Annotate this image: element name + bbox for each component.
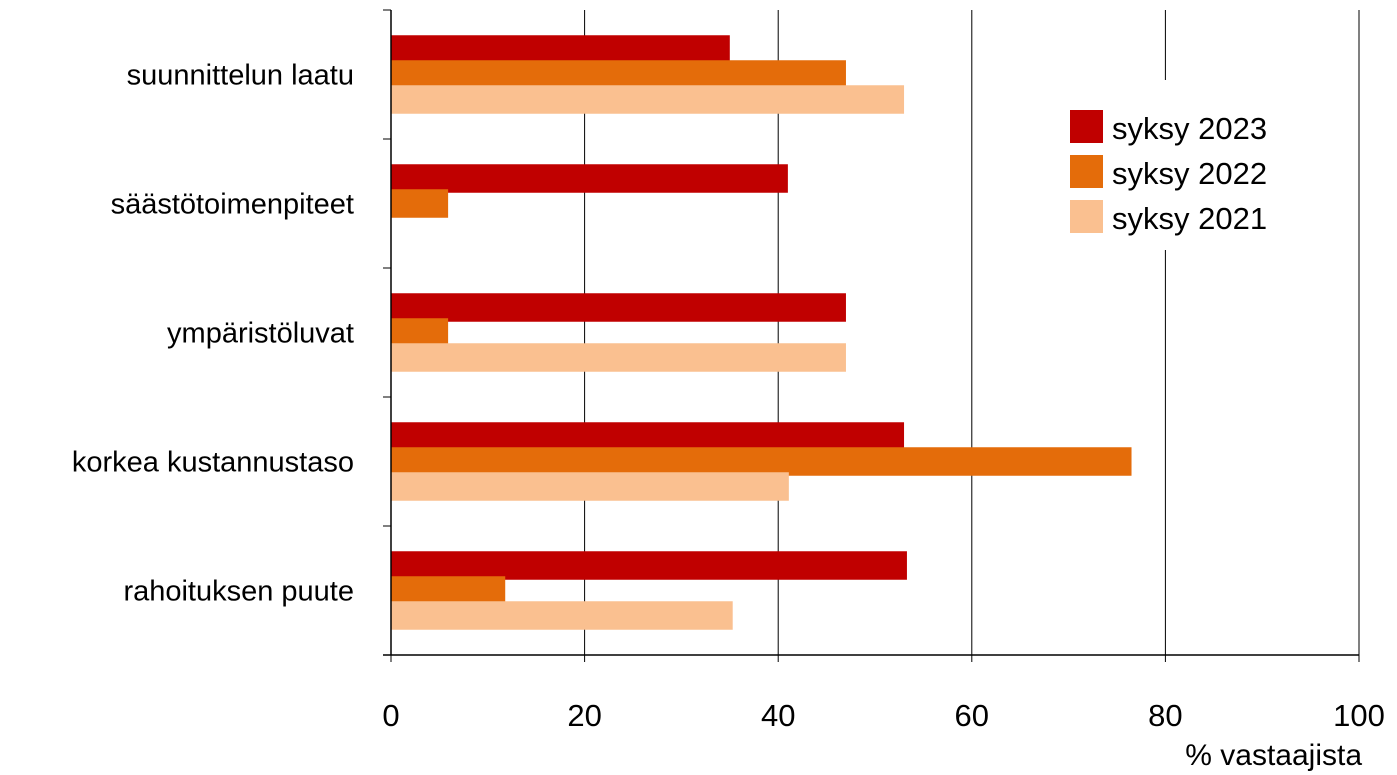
x-tick-label: 60: [955, 698, 989, 733]
bar: [391, 60, 846, 89]
bar: [391, 189, 449, 218]
category-label: säästötoimenpiteet: [111, 189, 354, 221]
x-tick-label: 100: [1333, 698, 1385, 733]
bar: [391, 343, 846, 372]
category-label: korkea kustannustaso: [72, 447, 354, 479]
axes: [383, 9, 1360, 662]
bars: [391, 35, 1132, 630]
tick-labels: 0 20 40 60 80 100: [382, 698, 1384, 733]
bar: [391, 85, 905, 114]
bar: [391, 164, 788, 193]
bar: [391, 472, 789, 501]
bar: [391, 318, 449, 347]
category-label: ympäristöluvat: [167, 318, 354, 350]
x-tick-label: 20: [567, 698, 601, 733]
category-label: suunnittelun laatu: [127, 60, 354, 92]
bar: [391, 35, 730, 64]
legend-label: syksy 2021: [1112, 201, 1267, 236]
legend-swatch: [1070, 155, 1103, 188]
bar: [391, 576, 506, 605]
x-tick-label: 80: [1148, 698, 1182, 733]
bar: [391, 447, 1132, 476]
legend-swatch: [1070, 110, 1103, 143]
legend: syksy 2023 syksy 2022 syksy 2021: [1056, 80, 1312, 250]
bar: [391, 601, 733, 630]
x-tick-label: 40: [761, 698, 795, 733]
category-label: rahoituksen puute: [123, 576, 354, 608]
legend-label: syksy 2023: [1112, 111, 1267, 146]
legend-swatch: [1070, 200, 1103, 233]
bar: [391, 422, 905, 451]
category-labels: suunnittelun laatu säästötoimenpiteet ympä…: [72, 60, 354, 608]
bar: [391, 551, 907, 580]
bar: [391, 293, 846, 322]
x-tick-label: 0: [382, 698, 399, 733]
legend-label: syksy 2022: [1112, 156, 1267, 191]
x-axis-title: % vastaajista: [1185, 739, 1362, 772]
